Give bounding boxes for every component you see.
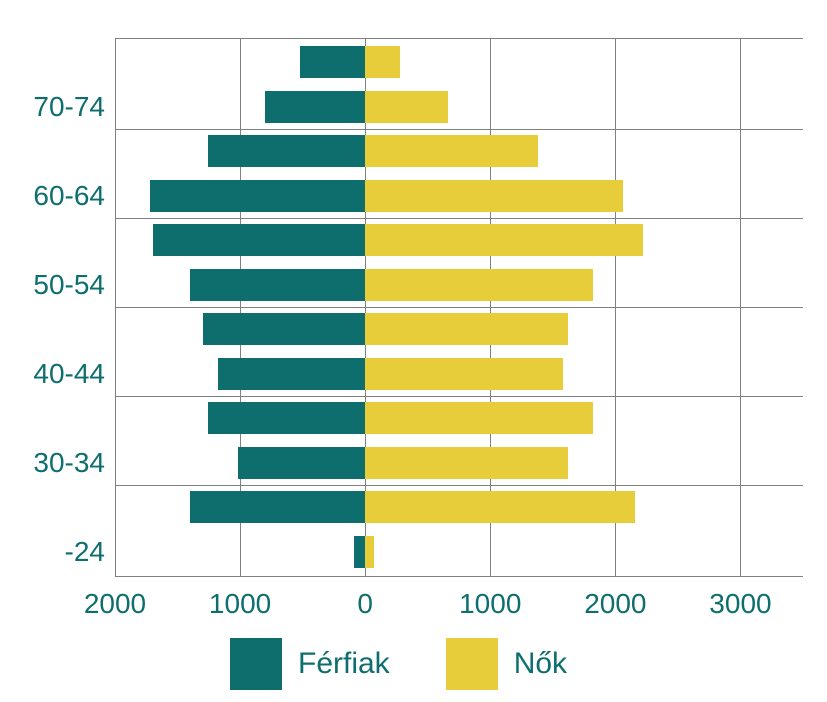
bar-nők-65-69: [365, 135, 538, 167]
bar-férfiak--24: [354, 536, 365, 568]
bar-nők-60-64: [365, 180, 623, 212]
legend-swatch-férfiak: [230, 638, 282, 690]
legend-swatch-nők: [446, 638, 498, 690]
bar-nők-30-34: [365, 447, 568, 479]
bar-férfiak-65-69: [208, 135, 366, 167]
bar-férfiak-75+: [300, 46, 365, 78]
bar-férfiak-55-59: [153, 224, 366, 256]
y-label-70-74: 70-74: [33, 91, 105, 123]
x-label-2000-4: 2000: [575, 588, 655, 620]
bar-nők-75+: [365, 46, 400, 78]
gridline-horizontal: [115, 396, 803, 397]
y-label-30-34: 30-34: [33, 447, 105, 479]
gridline-horizontal: [115, 218, 803, 219]
y-label-40-44: 40-44: [33, 358, 105, 390]
bar-nők-45-49: [365, 313, 568, 345]
x-label-2000-0: 2000: [75, 588, 155, 620]
plot-area: [115, 38, 803, 576]
gridline-horizontal: [115, 576, 803, 577]
bar-férfiak-35-39: [208, 402, 366, 434]
y-label-50-54: 50-54: [33, 269, 105, 301]
bar-nők-50-54: [365, 269, 593, 301]
bar-férfiak-45-49: [203, 313, 366, 345]
x-label-1000-3: 1000: [450, 588, 530, 620]
pyramid-chart: 70-74 60-64 50-54 40-44 30-34 -24 2000 1000 0 10…: [0, 0, 827, 702]
x-label-3000-5: 3000: [700, 588, 780, 620]
x-label-1000-1: 1000: [200, 588, 280, 620]
y-label--24: -24: [65, 536, 105, 568]
bar-férfiak-40-44: [218, 358, 366, 390]
y-label-60-64: 60-64: [33, 180, 105, 212]
legend-label-férfiak: Férfiak: [298, 647, 390, 681]
bar-nők-40-44: [365, 358, 563, 390]
bar-nők-70-74: [365, 91, 448, 123]
bar-nők-55-59: [365, 224, 643, 256]
bar-férfiak-60-64: [150, 180, 365, 212]
legend: Férfiak Nők: [230, 638, 607, 690]
bar-férfiak-30-34: [238, 447, 366, 479]
gridline-horizontal: [115, 38, 803, 39]
bar-nők--24: [365, 536, 374, 568]
legend-label-nők: Nők: [514, 647, 567, 681]
gridline-horizontal: [115, 129, 803, 130]
gridline-horizontal: [115, 485, 803, 486]
gridline-horizontal: [115, 307, 803, 308]
bar-nők-25-29: [365, 491, 635, 523]
bar-férfiak-25-29: [190, 491, 365, 523]
bar-férfiak-70-74: [265, 91, 365, 123]
x-label-0-2: 0: [325, 588, 405, 620]
bar-nők-35-39: [365, 402, 593, 434]
bar-férfiak-50-54: [190, 269, 365, 301]
